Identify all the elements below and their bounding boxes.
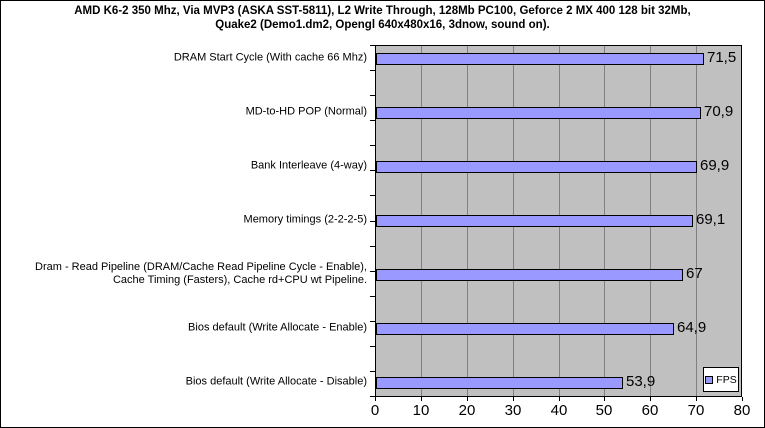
y-axis-tick [370,371,375,372]
y-axis-tick [370,321,375,322]
y-axis-tick [370,45,375,46]
x-axis-label: 50 [595,402,613,419]
x-axis-label: 40 [550,402,568,419]
y-axis-tick [370,396,375,397]
category-label: Bios default (Write Allocate - Disable) [185,375,367,388]
value-label: 69,1 [696,211,726,228]
y-axis-tick [370,296,375,297]
x-axis-label: 0 [370,402,380,419]
bar [376,269,683,281]
x-axis-tick [742,397,743,401]
x-axis-label: 20 [458,402,476,419]
chart-title-line2: Quake2 (Demo1.dm2, Opengl 640x480x16, 3d… [215,18,550,31]
legend: FPS [703,367,739,392]
x-axis-tick [604,397,605,401]
y-axis-tick [370,120,375,121]
y-axis-tick [370,195,375,196]
legend-label: FPS [716,373,737,386]
chart-title: AMD K6-2 350 Mhz, Via MVP3 (ASKA SST-581… [1,5,764,32]
value-label: 53,9 [626,373,656,390]
x-axis-tick [696,397,697,401]
value-label: 64,9 [677,319,707,336]
y-axis-tick [370,246,375,247]
legend-marker-fps [705,375,714,384]
y-axis-tick [370,70,375,71]
x-axis-tick [650,397,651,401]
x-axis-tick [375,397,376,401]
chart-title-line1: AMD K6-2 350 Mhz, Via MVP3 (ASKA SST-581… [74,5,691,17]
bar [376,53,704,65]
value-label: 67 [686,265,703,282]
y-axis-tick [370,346,375,347]
bar [376,215,693,227]
bar [376,107,701,119]
x-axis-tick [559,397,560,401]
x-axis-label: 80 [733,402,751,419]
value-label: 70,9 [704,103,734,120]
value-label: 69,9 [700,157,730,174]
y-axis-tick [370,271,375,272]
x-axis-label: 30 [504,402,522,419]
x-axis-label: 10 [412,402,430,419]
category-label: Bank Interleave (4-way) [250,159,367,172]
bar [376,377,623,389]
gridline [696,46,698,396]
plot-area [375,45,742,397]
category-label: DRAM Start Cycle (With cache 66 Mhz) [173,51,367,64]
value-label: 71,5 [707,49,737,66]
x-axis-tick [467,397,468,401]
bar [376,161,697,173]
y-axis-tick [370,170,375,171]
y-axis-tick [370,95,375,96]
y-axis-tick [370,145,375,146]
x-axis-label: 70 [687,402,705,419]
y-axis-tick [370,221,375,222]
x-axis-tick [421,397,422,401]
x-axis-tick [513,397,514,401]
category-label: Memory timings (2-2-2-5) [243,213,367,226]
x-axis-label: 60 [641,402,659,419]
category-label: Dram - Read Pipeline (DRAM/Cache Read Pi… [35,261,367,286]
category-label: Bios default (Write Allocate - Enable) [188,321,367,334]
category-label: MD-to-HD POP (Normal) [245,105,367,118]
bar [376,323,674,335]
